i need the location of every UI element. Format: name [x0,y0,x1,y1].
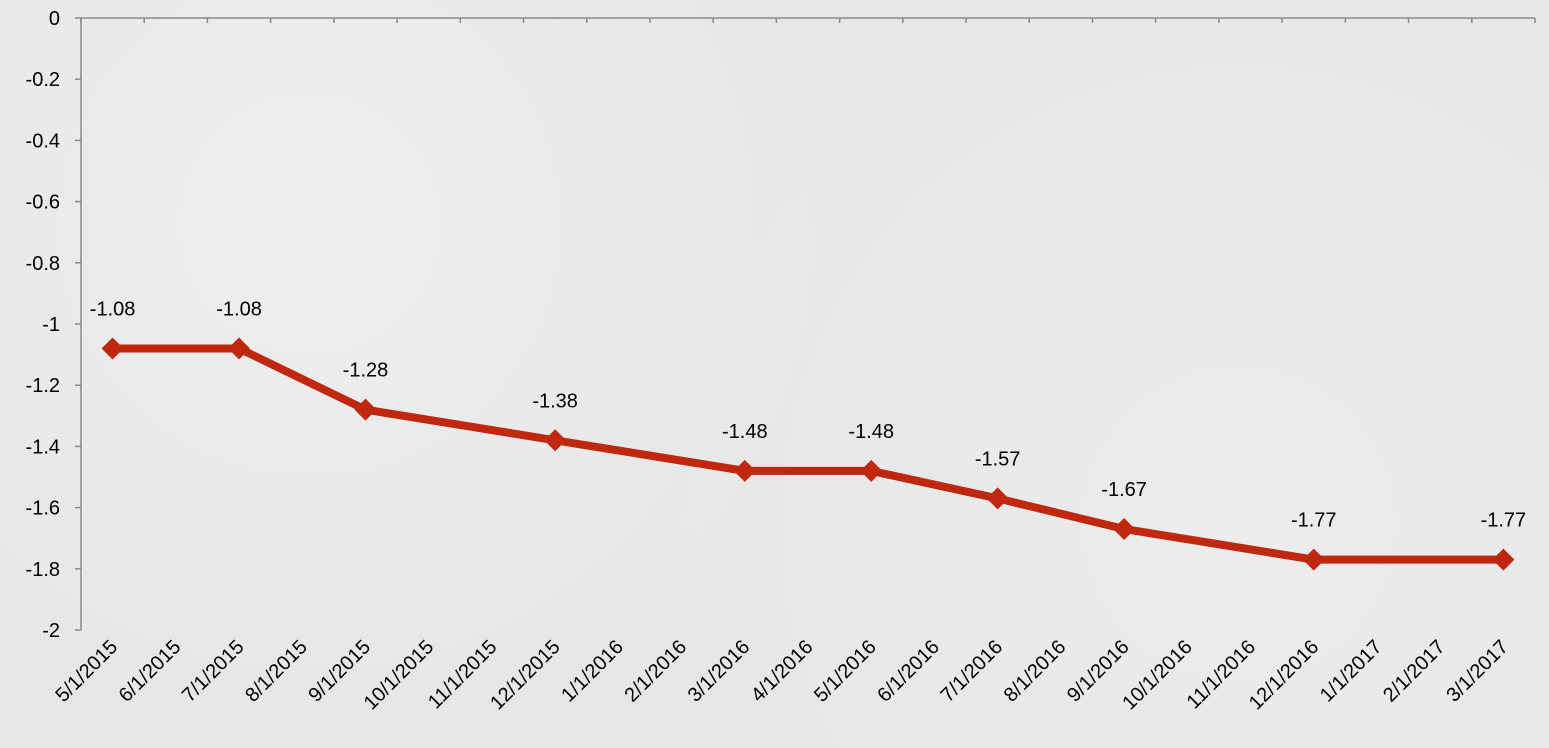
y-tick-label: -1.2 [26,375,60,397]
y-tick-label: -2 [42,620,60,642]
x-tick-label: 10/1/2016 [1118,636,1196,714]
data-label: -1.48 [722,421,768,443]
y-tick-label: -0.4 [26,130,60,152]
data-point-marker [860,459,883,482]
x-tick-label: 10/1/2015 [360,636,438,714]
data-labels: -1.08 -1.08 -1.28 -1.38 -1.48 -1.48 -1.57 -1.67… [90,298,1526,531]
data-label: -1.77 [1481,510,1527,532]
series-group [101,337,1515,571]
x-tick-label: 5/1/2016 [810,636,881,707]
x-axis-tick-labels: 5/1/20156/1/20157/1/20158/1/20159/1/2015… [52,636,1513,714]
data-label: -1.57 [975,448,1021,470]
data-label: -1.28 [343,360,389,382]
x-tick-label: 12/1/2016 [1245,636,1323,714]
x-tick-label: 4/1/2016 [747,636,818,707]
data-label: -1.67 [1101,479,1147,501]
data-point-marker [101,337,124,360]
x-tick-label: 3/1/2016 [684,636,755,707]
x-tick-label: 2/1/2016 [620,636,691,707]
x-tick-label: 1/1/2016 [557,636,628,707]
y-tick-label: -0.6 [26,192,60,214]
data-point-marker [228,337,251,360]
data-point-marker [354,398,377,421]
data-point-marker [986,487,1009,510]
data-label: -1.48 [848,421,894,443]
y-tick-label: -1.6 [26,498,60,520]
x-tick-label: 2/1/2017 [1379,636,1450,707]
data-label: -1.08 [90,298,136,320]
x-tick-label: 1/1/2017 [1316,636,1387,707]
y-tick-label: -1.8 [26,559,60,581]
data-label: -1.08 [216,298,262,320]
y-axis-tick-labels: 0 -0.2 -0.4 -0.6 -0.8 -1 -1.2 -1.4 -1.6 -1.8 -2 [26,8,60,642]
data-label: -1.38 [532,390,578,412]
data-point-marker [544,429,567,452]
data-point-marker [1492,548,1515,571]
chart-axes [75,17,1536,631]
y-tick-label: -1 [42,314,60,336]
data-point-marker [733,459,756,482]
x-tick-label: 8/1/2016 [1000,636,1071,707]
x-tick-label: 8/1/2015 [241,636,312,707]
y-tick-label: -0.2 [26,69,60,91]
x-tick-label: 12/1/2015 [486,636,564,714]
y-tick-label: 0 [49,8,60,30]
series-line [112,344,1504,564]
x-tick-label: 5/1/2015 [52,636,123,707]
data-label: -1.77 [1291,510,1337,532]
x-tick-label: 6/1/2015 [115,636,186,707]
y-tick-label: -0.8 [26,253,60,275]
data-point-marker [1113,518,1136,541]
x-tick-label: 7/1/2015 [178,636,249,707]
x-tick-label: 6/1/2016 [873,636,944,707]
y-tick-label: -1.4 [26,436,60,458]
x-tick-label: 3/1/2017 [1442,636,1513,707]
x-tick-label: 7/1/2016 [937,636,1008,707]
data-point-marker [1302,548,1325,571]
